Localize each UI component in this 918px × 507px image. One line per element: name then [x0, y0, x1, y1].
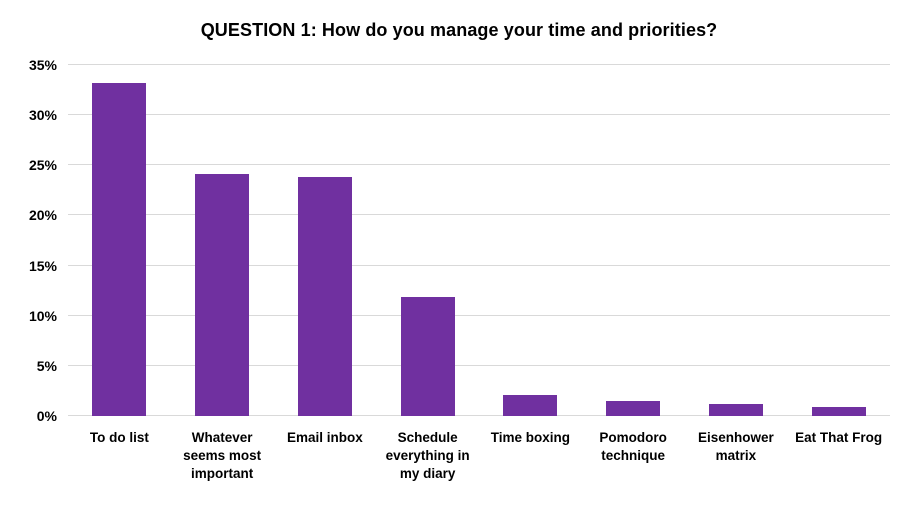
gridline-30	[68, 114, 890, 116]
x-tick-label-email-inbox: Email inbox	[286, 430, 363, 445]
plot-area	[68, 64, 890, 416]
y-tick-label-0: 0%	[36, 408, 57, 424]
x-axis: To do list Whatever seems most important E…	[68, 429, 890, 499]
gridline-15	[68, 264, 890, 266]
y-tick-label-5: 5%	[36, 357, 57, 374]
x-tick-label-schedule-everything-in-my-diary: Schedule everything in my diary	[385, 430, 470, 481]
bar-time-boxing	[503, 394, 558, 416]
y-tick-label-25: 25%	[28, 157, 57, 174]
bar-to-do-list	[92, 83, 147, 416]
gridline-35	[68, 64, 890, 65]
gridline-25	[68, 164, 890, 166]
y-tick-label-30: 30%	[28, 107, 57, 124]
bar-pomodoro-technique	[606, 400, 661, 416]
x-tick-label-to-do-list: To do list	[89, 430, 149, 445]
x-tick-label-time-boxing: Time boxing	[490, 430, 570, 445]
gridline-0	[68, 415, 890, 416]
bar-eat-that-frog	[811, 406, 866, 416]
x-tick-label-eisenhower-matrix: Eisenhower matrix	[697, 430, 774, 463]
gridline-10	[68, 314, 890, 316]
x-tick-label-pomodoro-technique: Pomodoro technique	[599, 430, 667, 463]
chart-title: QUESTION 1: How do you manage your time …	[200, 20, 718, 40]
bar-email-inbox	[297, 177, 352, 416]
bar-eisenhower-matrix	[708, 403, 763, 416]
x-tick-label-whatever-seems-most-important: Whatever seems most important	[183, 430, 262, 481]
gridline-5	[68, 364, 890, 366]
x-tick-label-eat-that-frog: Eat That Frog	[795, 430, 883, 445]
y-tick-label-10: 10%	[28, 307, 57, 324]
y-tick-label-15: 15%	[28, 257, 57, 274]
y-tick-label-20: 20%	[28, 207, 57, 224]
y-axis: 0% 5% 10% 15% 20% 25% 30% 35%	[0, 57, 57, 424]
bar-whatever-seems-most-important	[195, 174, 250, 416]
gridline-20	[68, 214, 890, 216]
y-tick-label-35: 35%	[28, 57, 57, 73]
bar-schedule-everything-in-my-diary	[400, 296, 455, 416]
